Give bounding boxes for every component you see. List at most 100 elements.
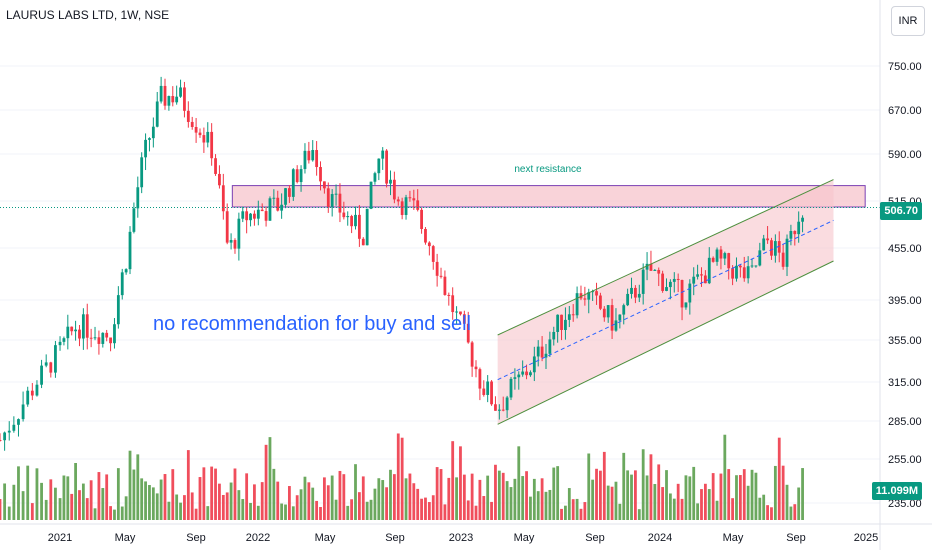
x-tick-label: May [514,532,535,544]
candle-body [342,212,346,218]
volume-bar [447,477,451,520]
volume-bar [256,505,260,520]
volume-bar [688,476,692,520]
volume-bar [595,468,598,520]
candle-body [579,293,583,299]
candle-body [556,314,560,332]
candle-body [700,274,703,276]
volume-bar [680,498,684,520]
volume-bar [626,470,630,520]
volume-bar [12,484,16,520]
volume-bar [163,474,167,520]
candle-body [462,314,466,324]
volume-bar [396,433,400,520]
currency-button[interactable]: INR [891,6,925,36]
volume-bar [389,469,392,520]
candle-body [54,345,57,373]
volume-bar [155,493,159,520]
candle-body [179,87,182,97]
candle-body [249,213,252,221]
channel-upper [497,179,834,336]
candle-body [167,96,171,106]
volume-bar [602,451,606,520]
channel-fill [497,179,834,425]
volume-bar [789,506,793,520]
volume-bar [124,496,128,520]
volume-tag: 11.099M [871,482,922,500]
candle-body [773,241,777,256]
candle-body [455,311,458,313]
candle-body [40,365,43,385]
volume-bar [583,502,587,520]
volume-bar [21,491,25,520]
candle-body [754,265,758,267]
candle-body [319,167,322,182]
candle-body [124,269,128,273]
candle-body [532,356,536,373]
candle-body [424,228,427,243]
candle-body [567,314,571,320]
volume-bar [696,503,700,520]
candle-body [350,216,354,227]
volume-bar [49,479,53,520]
candle-body [797,221,801,235]
volume-bar [668,493,672,520]
candle-body [587,292,591,300]
y-tick-label: 285.00 [888,416,922,428]
volume-bar [435,467,439,520]
candle-body [707,257,711,284]
volume-bar [54,487,57,520]
candle-body [412,198,416,201]
candle-body [560,314,563,330]
volume-bar [735,475,738,520]
candle-body [392,179,396,200]
candle-body [194,126,198,133]
candle-body [766,238,769,241]
volume-bar [144,481,147,520]
volume-bar [93,508,97,520]
volume-bar [599,470,602,520]
volume-bar [439,469,443,520]
volume-bar [70,493,74,520]
volume-bar [116,468,120,520]
volume-bar [354,464,357,520]
candle-body [62,338,66,342]
volume-bar [505,481,509,520]
candle-body [758,250,762,266]
candle-body [583,298,587,300]
candle-body [0,440,2,441]
volume-bar [190,492,194,520]
overlay-layer: no recommendation for buy and sell [0,179,880,425]
volume-bar [35,468,39,520]
volume-bar [427,502,431,520]
candle-body [404,197,408,215]
volume-bar [634,470,637,520]
volume-bar [264,444,268,520]
x-tick-label: May [723,532,744,544]
volume-bar [241,499,245,520]
candle-body [521,371,525,375]
candle-body [44,362,48,366]
candle-body [389,179,392,184]
x-tick-label: Sep [385,532,405,544]
candle-body [357,214,361,239]
volume-bar [587,453,591,520]
candle-body [89,337,93,339]
x-tick-label: 2023 [449,532,473,544]
candle-body [762,238,766,251]
candle-body [229,240,233,243]
candle-body [715,249,719,262]
candle-body [443,276,447,295]
volume-bar [40,482,43,520]
candle-body [21,404,25,420]
candle-body [692,276,696,284]
candle-body [416,200,420,210]
volume-bar [719,473,723,520]
candle-body [505,397,509,411]
candle-body [777,241,781,253]
candle-body [408,197,412,199]
candle-body [225,211,229,243]
volume-bar [30,503,34,520]
volume-bar [280,503,284,520]
